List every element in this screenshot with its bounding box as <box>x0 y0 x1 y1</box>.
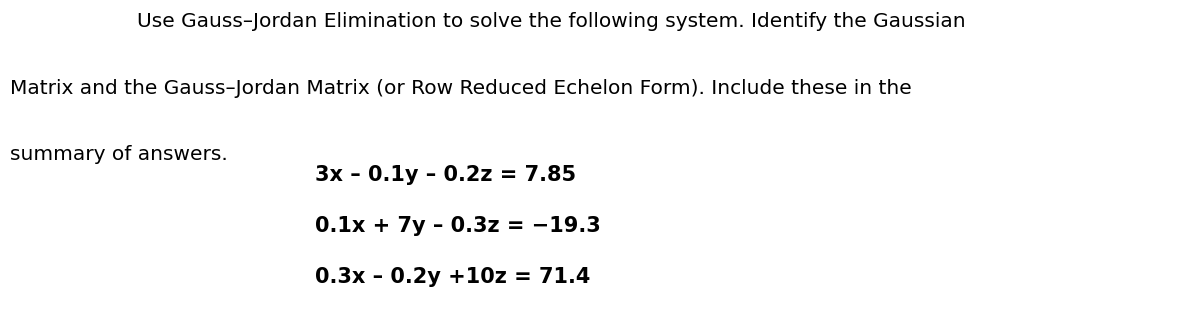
Text: Use Gauss–Jordan Elimination to solve the following system. Identify the Gaussia: Use Gauss–Jordan Elimination to solve th… <box>137 12 965 31</box>
Text: summary of answers.: summary of answers. <box>10 145 227 164</box>
Text: Matrix and the Gauss–Jordan Matrix (or Row Reduced Echelon Form). Include these : Matrix and the Gauss–Jordan Matrix (or R… <box>10 79 911 98</box>
Text: 3x – 0.1y – 0.2z = 7.85: 3x – 0.1y – 0.2z = 7.85 <box>315 165 576 184</box>
Text: 0.3x – 0.2y +10z = 71.4: 0.3x – 0.2y +10z = 71.4 <box>315 267 590 286</box>
Text: 0.1x + 7y – 0.3z = −19.3: 0.1x + 7y – 0.3z = −19.3 <box>315 216 601 235</box>
